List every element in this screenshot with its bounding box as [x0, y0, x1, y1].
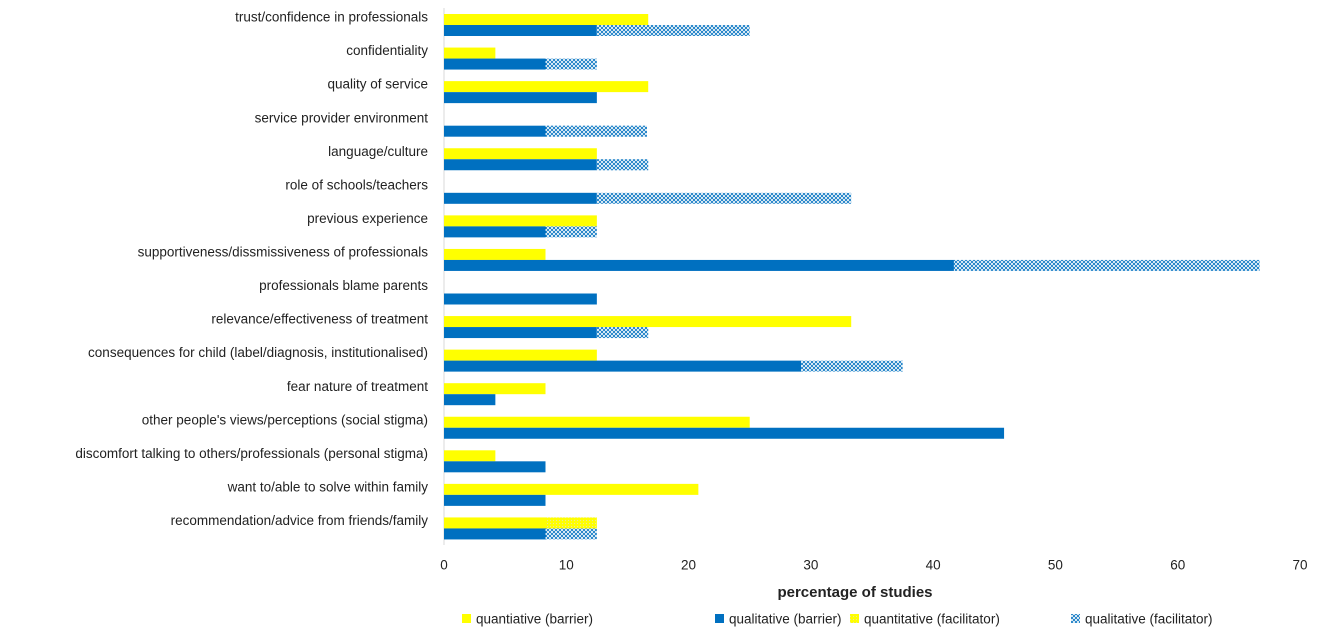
y-tick-label: confidentiality: [346, 43, 428, 58]
legend-swatch: [462, 614, 471, 623]
x-tick-label: 0: [440, 558, 448, 573]
x-axis-title: percentage of studies: [777, 584, 932, 601]
bar-segment: [444, 293, 597, 305]
x-tick-label: 20: [681, 558, 696, 573]
y-tick-label: want to/able to solve within family: [227, 479, 429, 494]
bar-segment: [444, 192, 597, 204]
x-tick-label: 10: [559, 558, 574, 573]
y-tick-label: consequences for child (label/diagnosis,…: [88, 345, 428, 360]
legend-swatch: [1071, 614, 1080, 623]
legend-swatch: [715, 614, 724, 623]
bar-segment: [444, 14, 649, 25]
legend-swatch: [850, 614, 859, 623]
y-tick-label: trust/confidence in professionals: [235, 10, 428, 25]
bar-segment: [444, 25, 597, 36]
bar-segment: [545, 528, 597, 540]
legend-label: quantitative (facilitator): [864, 612, 1000, 627]
bar-segment: [444, 248, 546, 260]
bar-segment: [444, 349, 597, 361]
bar-segment: [444, 494, 546, 506]
bar-segment: [444, 125, 546, 137]
bar-segment: [444, 148, 597, 160]
bar-segment: [444, 461, 546, 473]
bar-segment: [596, 25, 750, 36]
bar-segment: [444, 528, 546, 540]
bar-segment: [444, 215, 597, 227]
x-tick-label: 40: [926, 558, 941, 573]
bar-segment: [444, 226, 546, 238]
y-tick-label: language/culture: [328, 144, 428, 159]
bar-segment: [444, 47, 496, 59]
bar-segment: [444, 383, 546, 395]
bar-segment: [444, 427, 1005, 439]
y-tick-label: discomfort talking to others/professiona…: [75, 446, 428, 461]
bar-segment: [801, 360, 903, 372]
bar-segment: [444, 259, 954, 271]
bar-segment: [545, 125, 647, 137]
bar-segment: [444, 316, 852, 328]
bar-segment: [444, 327, 597, 339]
x-tick-label: 70: [1292, 558, 1307, 573]
bar-segment: [444, 416, 750, 428]
bar-segment: [545, 226, 597, 238]
bar-segment: [444, 360, 802, 372]
bar-segment: [545, 517, 597, 529]
bar-segment: [444, 92, 597, 104]
x-tick-label: 50: [1048, 558, 1063, 573]
y-tick-label: role of schools/teachers: [285, 177, 428, 192]
bar-segment: [444, 450, 496, 462]
legend-label: qualitative (facilitator): [1085, 612, 1213, 627]
bar-segment: [545, 58, 597, 70]
bar-segment: [444, 58, 546, 70]
y-tick-label: professionals blame parents: [259, 278, 428, 293]
y-tick-label: fear nature of treatment: [287, 379, 428, 394]
x-tick-label: 60: [1170, 558, 1185, 573]
y-tick-label: recommendation/advice from friends/famil…: [171, 513, 429, 528]
bar-segment: [444, 394, 496, 406]
y-tick-label: other people's views/perceptions (social…: [142, 412, 428, 427]
bar-segment: [596, 159, 649, 171]
bar-segment: [444, 517, 546, 529]
bar-segment: [444, 81, 649, 93]
bar-segment: [953, 259, 1260, 271]
legend-label: qualitative (barrier): [729, 612, 842, 627]
bar-segment: [444, 483, 699, 495]
bar-segment: [596, 327, 649, 339]
legend-label: quantiative (barrier): [476, 612, 593, 627]
x-tick-label: 30: [803, 558, 818, 573]
y-tick-label: supportiveness/dissmissiveness of profes…: [138, 245, 429, 260]
y-tick-label: quality of service: [327, 77, 428, 92]
y-tick-label: relevance/effectiveness of treatment: [211, 312, 428, 327]
bar-segment: [444, 159, 597, 171]
bar-segment: [596, 192, 852, 204]
y-tick-label: previous experience: [307, 211, 428, 226]
y-tick-label: service provider environment: [255, 110, 429, 125]
